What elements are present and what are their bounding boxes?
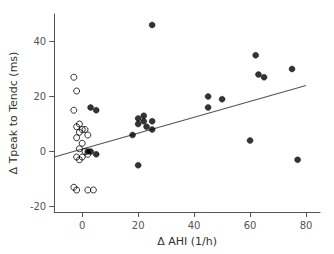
svg-text:20: 20 (33, 91, 46, 102)
svg-text:60: 60 (244, 220, 257, 231)
svg-text:40: 40 (188, 220, 201, 231)
svg-text:20: 20 (132, 220, 145, 231)
svg-text:40: 40 (33, 36, 46, 47)
svg-text:-20: -20 (30, 201, 46, 212)
svg-text:Δ AHI (1/h): Δ AHI (1/h) (157, 235, 217, 248)
svg-text:0: 0 (40, 146, 46, 157)
svg-text:0: 0 (79, 220, 85, 231)
svg-text:Δ Tpeak to Tendc (ms): Δ Tpeak to Tendc (ms) (7, 52, 20, 175)
svg-text:80: 80 (300, 220, 313, 231)
